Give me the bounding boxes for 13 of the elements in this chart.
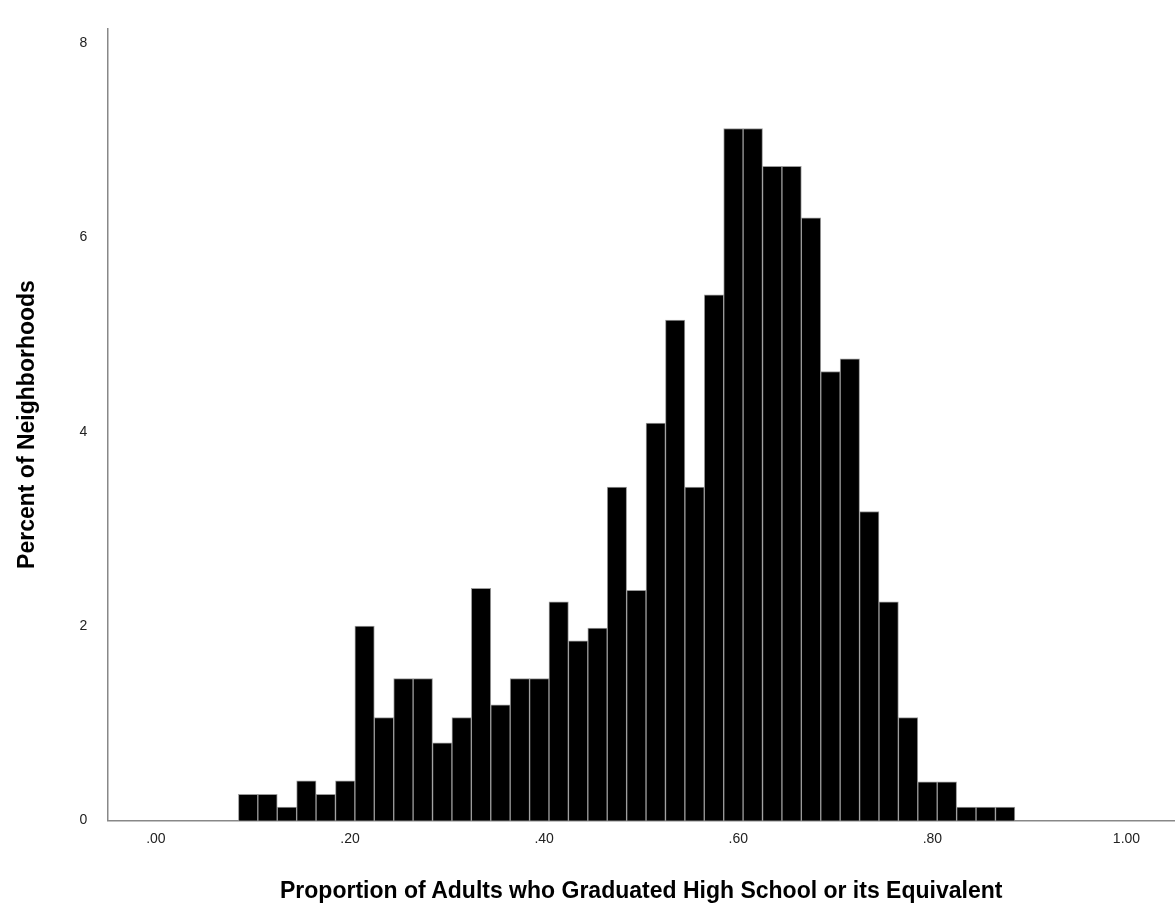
x-tick-label: .20 [340,829,360,846]
y-tick-label: 2 [79,617,88,634]
y-axis-title: Percent of Neighborhoods [13,280,40,569]
x-tick-label: .80 [922,829,943,846]
y-tick-label: 6 [79,228,88,245]
x-tick-label: .40 [534,829,555,846]
y-tick-label: 4 [79,422,88,439]
x-axis-title: Proportion of Adults who Graduated High School or its Equivalent [280,876,1003,903]
x-tick-label: .60 [728,829,749,846]
x-tick-label: .00 [146,829,166,846]
y-tick-label: 0 [79,811,88,828]
y-tick-label: 8 [79,33,88,50]
x-tick-label: 1.00 [1112,829,1141,846]
